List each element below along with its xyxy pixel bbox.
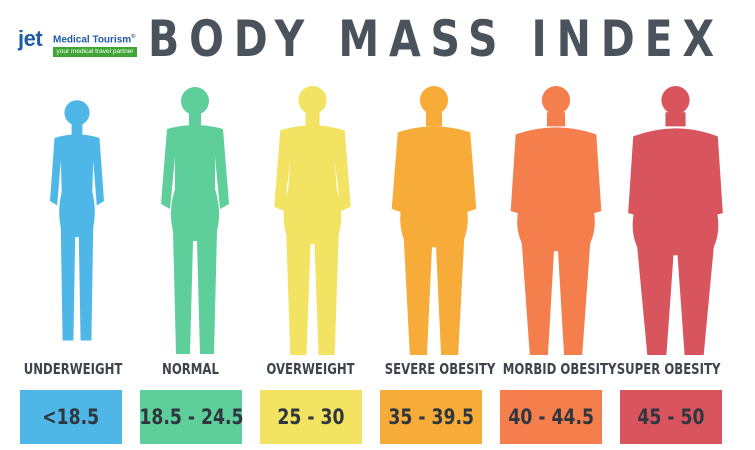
body-silhouette <box>161 87 229 354</box>
body-silhouette <box>274 86 351 355</box>
range-box-normal: 18.5 - 24.5 <box>139 390 243 444</box>
normal-figure-icon <box>145 78 245 360</box>
overweight-figure-icon <box>260 78 365 360</box>
category-label-normal: NORMAL <box>162 360 219 378</box>
range-box-underweight: <18.5 <box>20 390 122 444</box>
range-box-super-obesity: 45 - 50 <box>620 390 722 444</box>
category-label-overweight: OVERWEIGHT <box>266 360 355 378</box>
body-silhouette <box>391 86 477 355</box>
logo-tagline: your medical travel partner <box>53 47 137 57</box>
range-box-morbid-obesity: 40 - 44.5 <box>500 390 602 444</box>
logo-name: Medical Tourism® <box>53 34 136 46</box>
category-label-underweight: UNDERWEIGHT <box>23 360 123 378</box>
morbid-obesity-figure-icon <box>496 78 616 360</box>
body-silhouette <box>628 86 723 355</box>
page-title: BODY MASS INDEX <box>148 10 724 68</box>
range-box-overweight: 25 - 30 <box>260 390 362 444</box>
category-label-super-obesity: SUPER OBESITY <box>616 360 721 378</box>
severe-obesity-figure-icon <box>378 78 490 360</box>
category-label-severe-obesity: SEVERE OBESITY <box>384 360 496 378</box>
logo-brand: jet <box>18 26 43 51</box>
range-box-severe-obesity: 35 - 39.5 <box>380 390 482 444</box>
body-silhouette <box>50 100 104 341</box>
category-label-morbid-obesity: MORBID OBESITY <box>502 360 617 378</box>
brand-logo: jet Medical Tourism® your medical travel… <box>18 28 138 60</box>
super-obesity-figure-icon <box>608 78 743 360</box>
underweight-figure-icon <box>32 78 122 360</box>
body-silhouette <box>510 86 602 355</box>
